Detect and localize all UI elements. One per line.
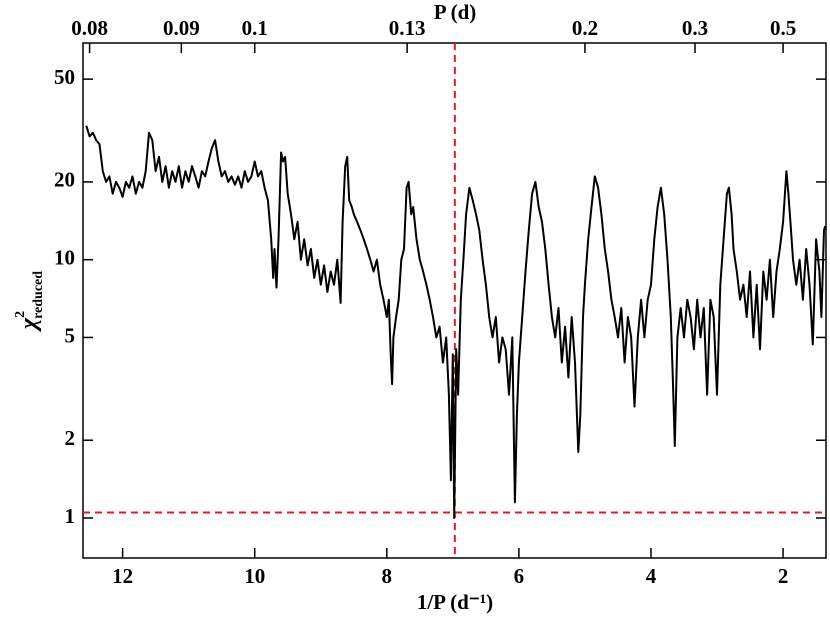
x-tick-label: 4 [646, 564, 657, 588]
y-tick-label: 1 [65, 504, 76, 528]
y-tick-label: 50 [54, 65, 75, 89]
x-tick-label: 12 [112, 564, 133, 588]
x-tick-label: 8 [382, 564, 393, 588]
x-axis-title: 1/P (d⁻¹) [417, 590, 493, 614]
y-axis-title: χ2 reduced [13, 271, 46, 332]
y-tick-label: 5 [65, 323, 76, 347]
y-tick-label: 20 [54, 168, 75, 192]
data-line [85, 125, 827, 519]
x-tick-label: 6 [514, 564, 525, 588]
y-title-sup: 2 [13, 311, 28, 318]
top-tick-label: 0.13 [389, 16, 426, 40]
y-title-sub: reduced [31, 271, 46, 319]
x-tick-label: 2 [778, 564, 789, 588]
top-tick-label: 0.5 [770, 16, 796, 40]
top-tick-label: 0.1 [242, 16, 268, 40]
y-tick-label: 10 [54, 245, 75, 269]
top-axis-title: P (d) [434, 0, 477, 24]
y-title-symbol: χ [16, 317, 42, 332]
y-tick-label: 2 [65, 426, 76, 450]
top-tick-label: 0.3 [682, 16, 708, 40]
top-tick-label: 0.2 [572, 16, 598, 40]
x-tick-label: 10 [244, 564, 265, 588]
top-tick-label: 0.09 [163, 16, 200, 40]
top-tick-label: 0.08 [71, 16, 108, 40]
